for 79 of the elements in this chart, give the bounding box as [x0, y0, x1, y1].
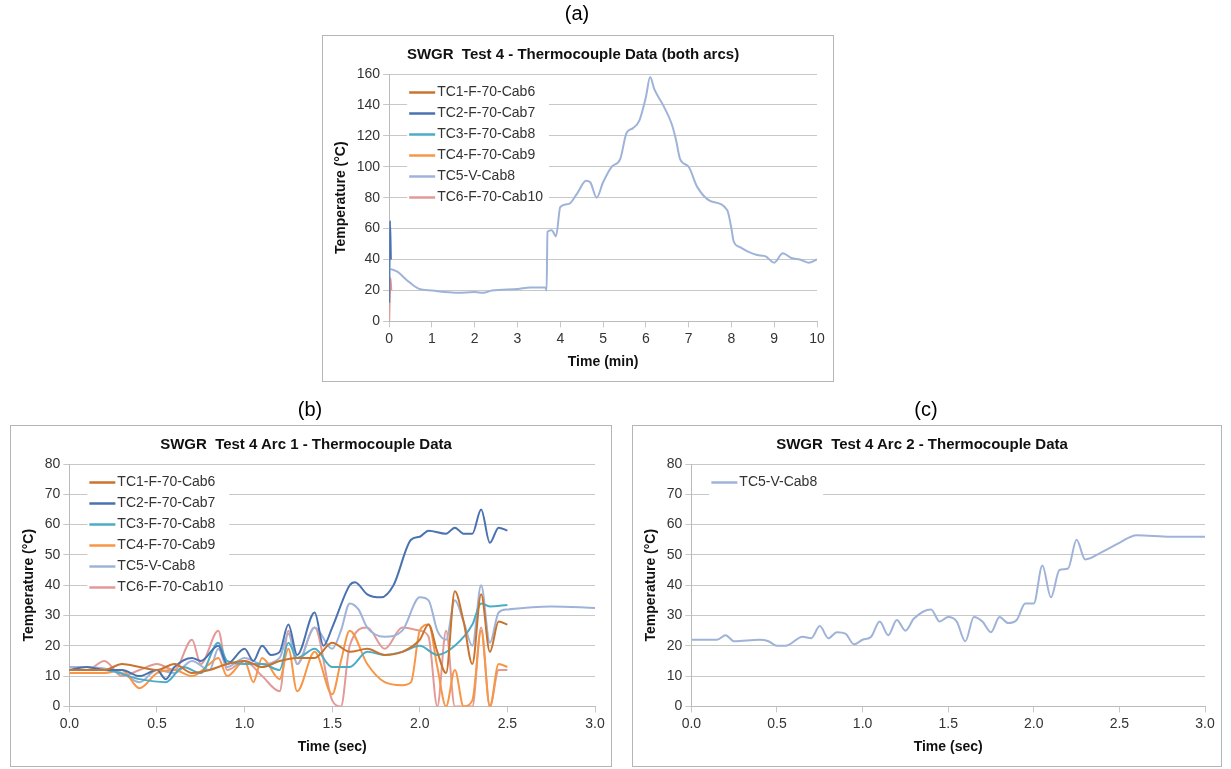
chart-title: SWGR Test 4 - Thermocouple Data (both arcs) — [406, 45, 740, 63]
x-tick-label: 9 — [770, 329, 779, 346]
legend-label: TC5-V-Cab8 — [437, 167, 516, 184]
y-tick-label: 80 — [666, 454, 683, 471]
text: (b) — [296, 398, 324, 421]
x-tick-label: 2.0 — [1024, 714, 1044, 731]
text: (c) — [913, 398, 939, 421]
x-axis-title: Time (sec) — [913, 738, 983, 755]
y-tick-label: 80 — [364, 188, 381, 205]
x-tick-label: 8 — [727, 329, 736, 346]
y-tick-label: 50 — [44, 545, 61, 562]
x-tick-label: 2 — [470, 329, 479, 346]
x-tick-label: 1.5 — [938, 714, 959, 731]
y-tick-label: 30 — [666, 606, 683, 623]
legend-label: TC2-F-70-Cab7 — [437, 104, 536, 121]
y-tick-label: 100 — [356, 157, 381, 174]
y-tick-label: 0 — [674, 697, 683, 714]
legend-label: TC1-F-70-Cab6 — [437, 83, 536, 100]
y-axis-title: Temperature (°C) — [332, 141, 349, 255]
y-tick-label: 40 — [666, 576, 683, 593]
x-tick-label: 3.0 — [1195, 714, 1215, 731]
x-tick-label: 2.5 — [1109, 714, 1130, 731]
x-tick-label: 0.0 — [681, 714, 702, 731]
x-axis-title: Time (sec) — [297, 738, 367, 755]
x-tick-label: 4 — [556, 329, 565, 346]
legend-label: TC5-V-Cab8 — [117, 557, 196, 574]
legend-label: TC5-V-Cab8 — [739, 473, 818, 490]
legend-label: TC6-F-70-Cab10 — [437, 188, 544, 205]
x-tick-label: 1.5 — [322, 714, 343, 731]
x-tick-label: 1 — [428, 329, 437, 346]
text: (a) — [563, 2, 591, 25]
y-tick-label: 0 — [372, 312, 381, 329]
x-tick-label: 0.5 — [767, 714, 787, 731]
y-tick-label: 160 — [356, 64, 381, 81]
y-tick-label: 50 — [666, 545, 683, 562]
y-tick-label: 40 — [364, 250, 381, 267]
chart-title: SWGR Test 4 Arc 2 - Thermocouple Data — [776, 435, 1069, 453]
y-tick-label: 80 — [44, 454, 61, 471]
legend-label: TC3-F-70-Cab8 — [117, 515, 216, 532]
x-tick-label: 5 — [599, 329, 608, 346]
legend-label: TC1-F-70-Cab6 — [117, 473, 216, 490]
y-axis-title: Temperature (°C) — [20, 528, 37, 642]
y-tick-label: 120 — [356, 126, 381, 143]
x-tick-label: 10 — [809, 329, 825, 346]
x-tick-label: 6 — [641, 329, 650, 346]
y-tick-label: 20 — [666, 636, 683, 653]
y-tick-label: 20 — [44, 636, 61, 653]
x-axis-title: Time (min) — [567, 353, 639, 370]
x-tick-label: 3.0 — [585, 714, 605, 731]
legend-label: TC4-F-70-Cab9 — [117, 536, 216, 553]
x-tick-label: 1.0 — [852, 714, 873, 731]
x-tick-label: 2.0 — [410, 714, 430, 731]
y-tick-label: 70 — [44, 485, 61, 502]
y-tick-label: 40 — [44, 576, 61, 593]
y-tick-label: 60 — [364, 219, 381, 236]
y-tick-label: 10 — [666, 666, 683, 683]
y-tick-label: 30 — [44, 606, 61, 623]
x-tick-label: 0.5 — [147, 714, 167, 731]
legend-label: TC4-F-70-Cab9 — [437, 146, 536, 163]
y-tick-label: 140 — [356, 95, 381, 112]
x-tick-label: 3 — [513, 329, 522, 346]
x-tick-label: 2.5 — [497, 714, 518, 731]
y-tick-label: 70 — [666, 485, 683, 502]
x-tick-label: 1.0 — [234, 714, 255, 731]
y-tick-label: 0 — [52, 697, 61, 714]
legend-label: TC6-F-70-Cab10 — [117, 578, 224, 595]
y-tick-label: 60 — [44, 515, 61, 532]
x-tick-label: 0 — [385, 329, 394, 346]
x-tick-label: 7 — [684, 329, 693, 346]
legend-label: TC2-F-70-Cab7 — [117, 494, 216, 511]
line-series — [69, 590, 509, 675]
y-axis-title: Temperature (°C) — [642, 528, 659, 642]
legend-label: TC3-F-70-Cab8 — [437, 125, 536, 142]
y-tick-label: 60 — [666, 515, 683, 532]
y-tick-label: 10 — [44, 666, 61, 683]
chart-title: SWGR Test 4 Arc 1 - Thermocouple Data — [160, 435, 453, 453]
x-tick-label: 0.0 — [59, 714, 80, 731]
y-tick-label: 20 — [364, 281, 381, 298]
line-series — [69, 508, 509, 681]
